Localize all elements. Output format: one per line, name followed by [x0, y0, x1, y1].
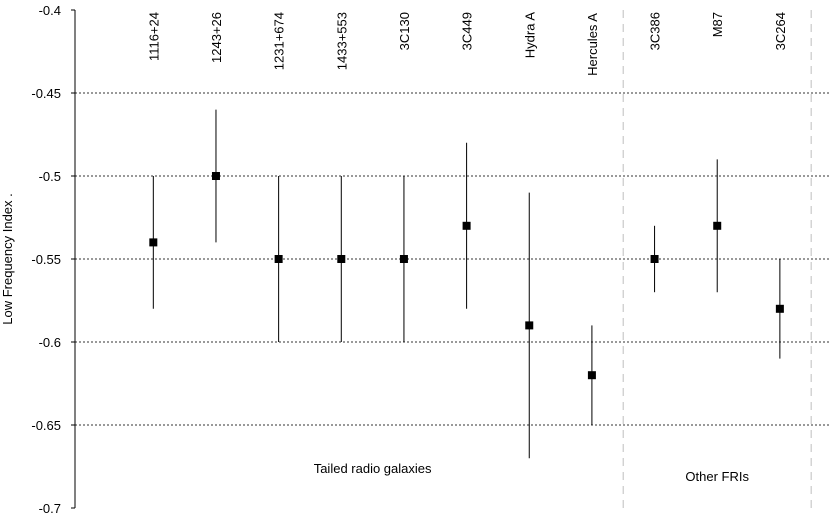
marker-layer — [149, 172, 784, 380]
grid-layer — [75, 92, 830, 426]
data-point-marker — [462, 221, 471, 230]
data-point-marker — [650, 255, 659, 263]
data-point-marker — [337, 255, 346, 263]
group-label: Tailed radio galaxies — [314, 461, 432, 476]
data-point-marker — [587, 371, 596, 380]
category-label: Hydra A — [522, 12, 537, 59]
data-point-marker — [274, 255, 283, 263]
data-point-marker — [211, 172, 220, 180]
y-tick-label: -0.55 — [31, 252, 61, 267]
category-label: 3C386 — [648, 12, 663, 50]
data-point-marker — [149, 238, 158, 247]
data-point-marker — [399, 255, 408, 263]
errorbar-layer — [152, 109, 781, 459]
data-point-marker — [713, 221, 722, 230]
y-axis-label: Low Frequency Index . — [0, 193, 15, 325]
y-tick-label: -0.6 — [39, 335, 61, 350]
category-label: 1231+674 — [272, 12, 287, 70]
category-label: 3C130 — [397, 12, 412, 50]
y-tick-label: -0.4 — [39, 3, 61, 18]
data-point-marker — [775, 304, 784, 313]
y-tick-label: -0.65 — [31, 418, 61, 433]
axis-layer: -0.4 -0.45 -0.5 -0.55 -0.6 -0.65 -0.7 Low Frequ… — [0, 3, 76, 516]
group-label: Other FRIs — [685, 469, 749, 484]
category-label: 1433+553 — [334, 12, 349, 70]
category-label: M87 — [710, 12, 725, 37]
category-label: Hercules A — [585, 13, 600, 76]
category-label: 1116+24 — [146, 12, 161, 61]
category-label: 1243+26 — [209, 12, 224, 63]
category-label: 3C449 — [460, 12, 475, 50]
y-tick-label: -0.5 — [39, 169, 61, 184]
data-point-marker — [525, 321, 534, 330]
y-tick-label: -0.45 — [31, 86, 61, 101]
y-tick-label: -0.7 — [39, 501, 61, 516]
category-label: 3C264 — [773, 12, 788, 50]
